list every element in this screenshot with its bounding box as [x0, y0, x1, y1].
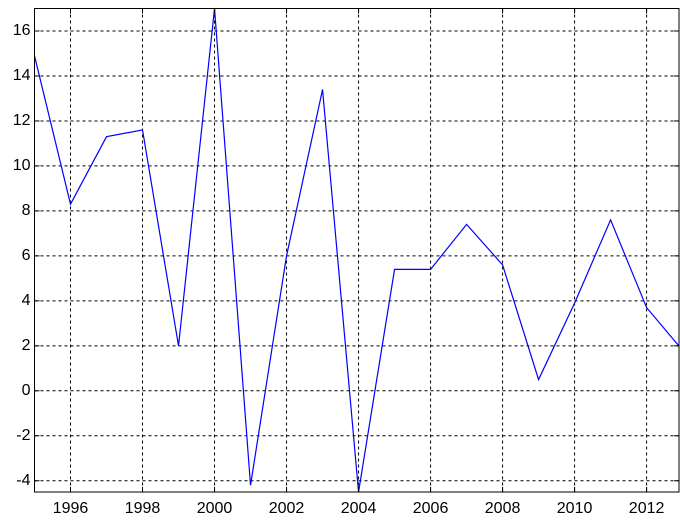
- y-tick-label: 8: [22, 202, 31, 219]
- axes-box: [34, 8, 680, 493]
- data-line: [34, 8, 679, 492]
- x-tick-label: 2004: [341, 500, 377, 517]
- x-tick-label: 2002: [269, 500, 305, 517]
- y-tick-label: -2: [16, 427, 30, 444]
- y-tick-label: 6: [22, 247, 31, 264]
- x-tick-label: 1998: [125, 500, 161, 517]
- plot-area: [34, 8, 679, 492]
- x-tick-label: 2006: [413, 500, 449, 517]
- y-tick-label: 12: [13, 112, 31, 129]
- y-tick-label: 0: [22, 382, 31, 399]
- x-tick-label: 2010: [557, 500, 593, 517]
- y-tick-label: 16: [13, 22, 31, 39]
- x-tick-label: 2000: [197, 500, 233, 517]
- y-tick-label: -4: [16, 472, 30, 489]
- x-tick-label: 1996: [53, 500, 89, 517]
- y-tick-label: 14: [13, 67, 31, 84]
- y-tick-label: 10: [13, 157, 31, 174]
- x-tick-label: 2008: [485, 500, 521, 517]
- y-tick-label: 4: [22, 292, 31, 309]
- grid: [34, 8, 679, 492]
- y-tick-label: 2: [22, 337, 31, 354]
- x-tick-label: 2012: [629, 500, 665, 517]
